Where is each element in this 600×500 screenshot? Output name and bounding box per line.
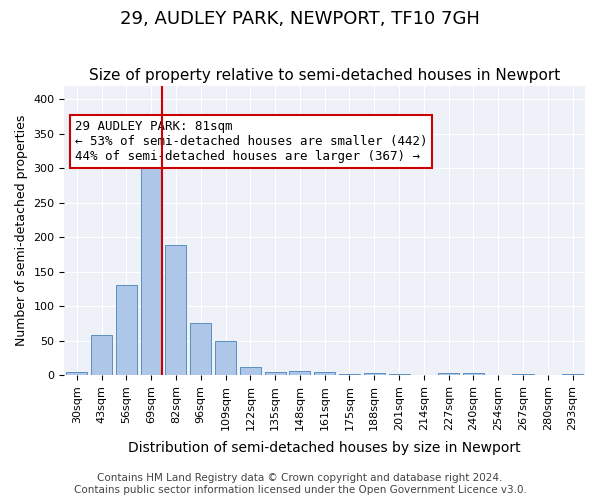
- Bar: [438, 373, 459, 375]
- Bar: [66, 372, 88, 375]
- Bar: [389, 374, 410, 375]
- Bar: [240, 368, 261, 375]
- Bar: [116, 286, 137, 375]
- Y-axis label: Number of semi-detached properties: Number of semi-detached properties: [15, 114, 28, 346]
- Bar: [140, 165, 162, 375]
- Title: Size of property relative to semi-detached houses in Newport: Size of property relative to semi-detach…: [89, 68, 560, 83]
- X-axis label: Distribution of semi-detached houses by size in Newport: Distribution of semi-detached houses by …: [128, 441, 521, 455]
- Bar: [463, 373, 484, 375]
- Bar: [190, 324, 211, 375]
- Bar: [562, 374, 583, 375]
- Text: 29 AUDLEY PARK: 81sqm
← 53% of semi-detached houses are smaller (442)
44% of sem: 29 AUDLEY PARK: 81sqm ← 53% of semi-deta…: [75, 120, 427, 164]
- Bar: [339, 374, 360, 375]
- Bar: [91, 335, 112, 375]
- Bar: [215, 340, 236, 375]
- Bar: [289, 371, 310, 375]
- Bar: [512, 374, 533, 375]
- Text: 29, AUDLEY PARK, NEWPORT, TF10 7GH: 29, AUDLEY PARK, NEWPORT, TF10 7GH: [120, 10, 480, 28]
- Bar: [314, 372, 335, 375]
- Bar: [364, 373, 385, 375]
- Text: Contains HM Land Registry data © Crown copyright and database right 2024.
Contai: Contains HM Land Registry data © Crown c…: [74, 474, 526, 495]
- Bar: [166, 246, 187, 375]
- Bar: [265, 372, 286, 375]
